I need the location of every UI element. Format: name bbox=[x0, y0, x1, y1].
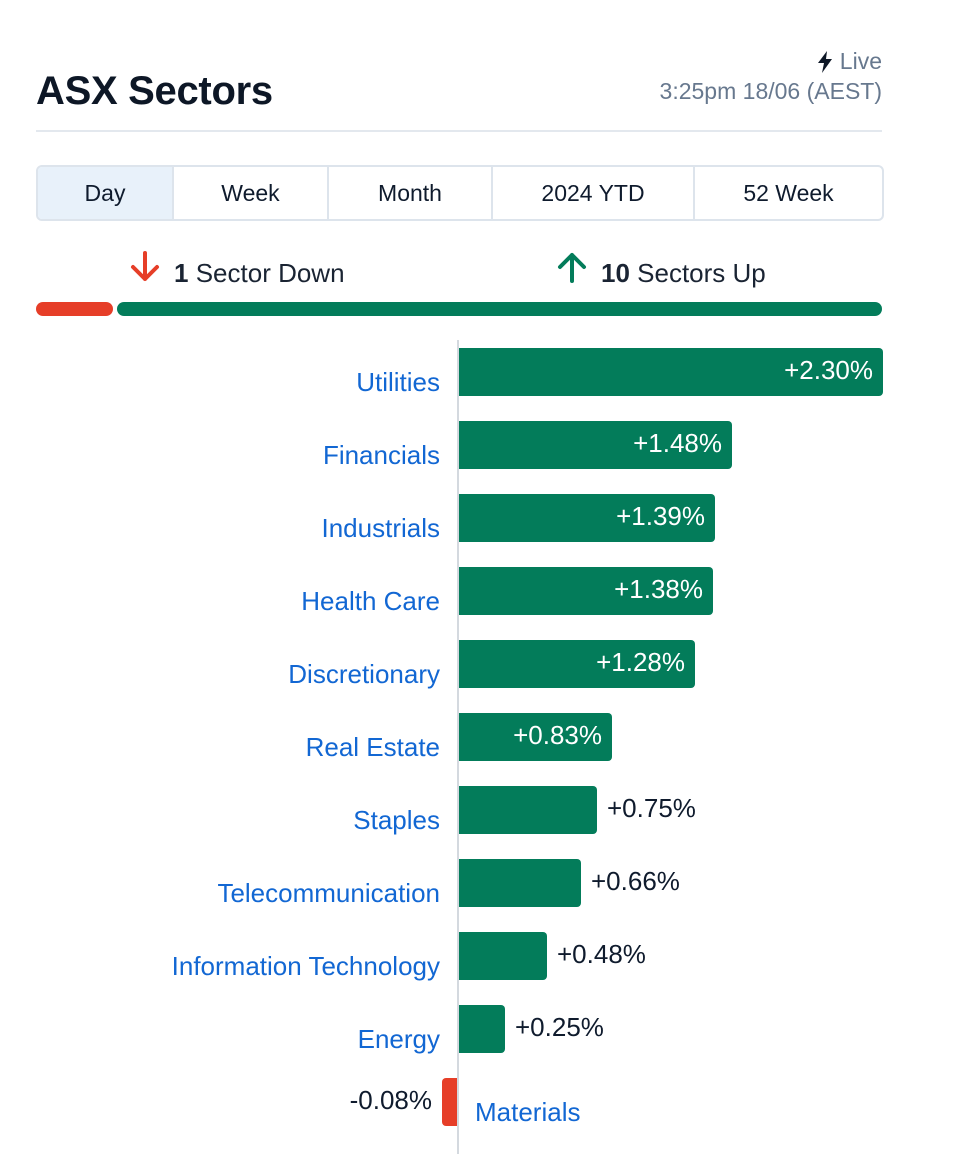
sectors-up-label: Sectors Up bbox=[637, 257, 766, 288]
category-label-discretionary[interactable]: Discretionary bbox=[288, 659, 440, 689]
sectors-up-segment bbox=[117, 302, 882, 316]
chart-row-utilities: Utilities +2.30% bbox=[0, 348, 966, 397]
zero-axis-line bbox=[457, 340, 459, 1154]
value-label-real-estate: +0.83% bbox=[513, 720, 602, 750]
bar-staples[interactable] bbox=[459, 786, 597, 834]
value-label-health-care: +1.38% bbox=[614, 574, 703, 604]
category-label-industrials[interactable]: Industrials bbox=[321, 513, 441, 543]
chart-row-financials: Financials +1.48% bbox=[0, 421, 966, 470]
tab-52-week[interactable]: 52 Week bbox=[743, 179, 834, 206]
value-label-discretionary: +1.28% bbox=[596, 647, 685, 677]
chart-row-industrials: Industrials +1.39% bbox=[0, 494, 966, 543]
live-label: Live bbox=[839, 48, 882, 74]
bar-real-estate[interactable] bbox=[459, 713, 612, 761]
sectors-up-summary: 10 Sectors Up bbox=[555, 250, 766, 295]
category-label-energy[interactable]: Energy bbox=[357, 1024, 440, 1054]
value-label-telecommunication: +0.66% bbox=[591, 866, 680, 896]
lightning-bolt-icon bbox=[816, 50, 834, 73]
value-label-industrials: +1.39% bbox=[616, 501, 705, 531]
bar-information-technology[interactable] bbox=[459, 932, 547, 980]
category-label-real-estate[interactable]: Real Estate bbox=[305, 732, 440, 762]
bar-financials[interactable] bbox=[459, 421, 732, 469]
value-label-utilities: +2.30% bbox=[784, 355, 873, 385]
chart-row-energy: Energy +0.25% bbox=[0, 1005, 966, 1054]
chart-row-materials: Materials -0.08% bbox=[0, 1078, 966, 1127]
sectors-down-segment bbox=[36, 302, 113, 316]
tab-month[interactable]: Month bbox=[329, 167, 493, 219]
value-label-staples: +0.75% bbox=[607, 793, 696, 823]
sectors-down-summary: 1 Sector Down bbox=[128, 250, 345, 295]
sectors-down-count: 1 bbox=[174, 257, 189, 288]
arrow-down-icon bbox=[128, 250, 162, 295]
category-label-financials[interactable]: Financials bbox=[322, 440, 440, 470]
value-label-information-technology: +0.48% bbox=[557, 939, 646, 969]
sector-bar-chart: Utilities +2.30% Financials +1.48% Industria… bbox=[0, 340, 966, 1154]
value-label-financials: +1.48% bbox=[633, 428, 722, 458]
arrow-up-icon bbox=[555, 250, 589, 295]
category-label-information-technology[interactable]: Information Technology bbox=[171, 951, 440, 981]
chart-row-real-estate: Real Estate +0.83% bbox=[0, 713, 966, 762]
category-label-staples[interactable]: Staples bbox=[353, 805, 440, 835]
timestamp: 3:25pm 18/06 (AEST) bbox=[659, 78, 882, 104]
period-tabs: Day Week Month 2024 YTD 52 Week bbox=[36, 165, 884, 221]
page-title: ASX Sectors bbox=[36, 69, 273, 113]
bar-energy[interactable] bbox=[459, 1005, 505, 1053]
chart-row-staples: Staples +0.75% bbox=[0, 786, 966, 835]
bar-utilities[interactable] bbox=[459, 348, 883, 396]
live-indicator: Live bbox=[816, 48, 882, 75]
chart-row-telecommunication: Telecommunication +0.66% bbox=[0, 859, 966, 908]
bar-telecommunication[interactable] bbox=[459, 859, 581, 907]
tab-week[interactable]: Week bbox=[174, 167, 329, 219]
value-label-energy: +0.25% bbox=[515, 1012, 604, 1042]
sector-balance-bar bbox=[36, 302, 882, 316]
bar-materials[interactable] bbox=[442, 1078, 457, 1126]
chart-row-health-care: Health Care +1.38% bbox=[0, 567, 966, 616]
category-label-telecommunication[interactable]: Telecommunication bbox=[217, 878, 440, 908]
bar-discretionary[interactable] bbox=[459, 640, 695, 688]
category-label-health-care[interactable]: Health Care bbox=[301, 586, 440, 616]
tab-day[interactable]: Day bbox=[38, 167, 174, 219]
sectors-down-label: Sector Down bbox=[195, 257, 345, 288]
chart-row-information-technology: Information Technology +0.48% bbox=[0, 932, 966, 981]
value-label-materials: -0.08% bbox=[349, 1085, 432, 1115]
header-divider bbox=[36, 130, 882, 132]
category-label-utilities[interactable]: Utilities bbox=[356, 367, 440, 397]
category-label-materials[interactable]: Materials bbox=[475, 1097, 581, 1127]
sectors-up-count: 10 bbox=[601, 257, 630, 288]
bar-industrials[interactable] bbox=[459, 494, 715, 542]
bar-health-care[interactable] bbox=[459, 567, 713, 615]
tab-2024-ytd[interactable]: 2024 YTD bbox=[493, 167, 695, 219]
chart-row-discretionary: Discretionary +1.28% bbox=[0, 640, 966, 689]
